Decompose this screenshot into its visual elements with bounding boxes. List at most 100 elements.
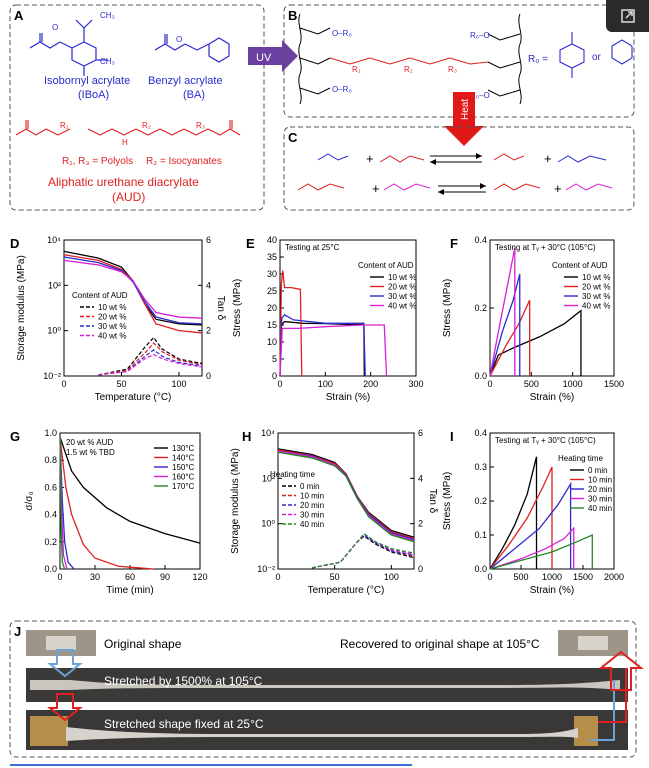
panel-i-letter: I (450, 429, 454, 444)
heat-label: Heat (460, 99, 471, 120)
y-axis-label: σ/σ₀ (24, 491, 35, 510)
y-tick-label: 0.0 (474, 371, 487, 381)
legend-label: 30 wt % (98, 322, 126, 331)
svg-text:+: + (544, 151, 552, 166)
y2-tick-label: 0 (206, 371, 211, 381)
panel-a-letter: A (14, 8, 24, 23)
y-tick-label: 10⁰ (261, 519, 275, 529)
chart-note: Testing at 25°C (285, 243, 340, 252)
flow-line-red-2 (598, 668, 627, 723)
chart-g: G 0 30 60 90 120 0.0 0.2 0.4 0.6 0.8 1.0 Time (min) σ… (10, 428, 208, 596)
y2-tick-label: 4 (418, 473, 423, 483)
ibo-o-label: O (52, 23, 58, 32)
y-tick-label: 40 (267, 235, 277, 245)
panel-b-letter: B (288, 8, 297, 23)
legend-label: 40 wt % (582, 302, 610, 311)
legend-label: 30 wt % (582, 292, 610, 301)
panel-d-frame (63, 239, 203, 377)
x-tick-label: 60 (125, 572, 135, 582)
y2-tick-label: 2 (418, 519, 423, 529)
y2-tick-label: 6 (206, 235, 211, 245)
legend-label: 20 wt % (98, 313, 126, 322)
legend-label: 20 wt % (582, 283, 610, 292)
b-bornyl-icon (559, 32, 585, 78)
legend-label: 140°C (172, 454, 195, 463)
y-axis-label: Stress (MPa) (442, 279, 453, 337)
legend-title: Heating time (558, 454, 603, 463)
series-e (279, 313, 366, 377)
aud-r1-label: R₁ (60, 121, 69, 130)
y-tick-label: 0.4 (474, 235, 487, 245)
y-axis-label: Storage modulus (MPa) (230, 448, 241, 554)
x-tick-label: 0 (487, 379, 492, 389)
b-r0-right-bottom: R₀–O (470, 91, 490, 100)
chart-note: 1.5 wt % TBD (66, 448, 115, 457)
b-r0-def: R₀ = (528, 54, 548, 65)
y-tick-label: 0.2 (44, 537, 57, 547)
original-shape-label: Original shape (104, 637, 182, 651)
legend-label: 170°C (172, 482, 195, 491)
legend-label: 40 min (588, 504, 612, 513)
x-tick-label: 300 (408, 379, 423, 389)
ibo-structure (29, 19, 108, 76)
series-e (279, 270, 303, 377)
series-g (59, 437, 154, 570)
open-external-button[interactable] (606, 0, 649, 32)
series-tand-h (311, 534, 415, 569)
series-modulus-h (277, 450, 415, 542)
y-tick-label: 0.2 (474, 496, 487, 506)
x-tick-label: 1000 (563, 379, 583, 389)
b-r0-bottom: O–R₀ (332, 85, 352, 94)
legend-label: 40 min (300, 520, 324, 529)
chart-note: Testing at Tᵧ + 30°C (105°C) (495, 243, 596, 252)
y-tick-label: 0.3 (474, 462, 487, 472)
x-tick-label: 2000 (604, 572, 624, 582)
panel-j-letter: J (14, 624, 21, 639)
uv-label: UV (256, 52, 272, 64)
legend-title: Content of AUD (72, 291, 128, 300)
series-i (489, 466, 553, 570)
stretched-sample (30, 680, 620, 690)
x-axis-label: Strain (%) (530, 585, 574, 596)
legend-title: Heating time (270, 470, 315, 479)
chart-note: 20 wt % AUD (66, 438, 113, 447)
chart-f: F 0 500 1000 1500 0.0 0.2 0.4 Strain (%) Stress (… (442, 235, 624, 403)
aud-nh1-label: H (122, 138, 128, 147)
x-tick-label: 0 (275, 572, 280, 582)
series-modulus-d (63, 250, 203, 326)
legend-label: 10 min (300, 492, 324, 501)
y-tick-label: 10⁰ (47, 326, 61, 336)
y-tick-label: 30 (267, 269, 277, 279)
b-r0-right-top: R₀–O (470, 31, 490, 40)
panel-c-box (283, 126, 635, 211)
x-tick-label: 500 (524, 379, 539, 389)
series-modulus-h (277, 450, 415, 541)
flow-line-blue-2 (590, 680, 615, 741)
aud-r3-label: R₃ (196, 121, 205, 130)
legend-label: 40 wt % (98, 332, 126, 341)
ba-o-label: O (176, 35, 182, 44)
y-tick-label: 10² (48, 280, 61, 290)
y-tick-label: 20 (267, 303, 277, 313)
b-r3: R₃ (448, 65, 457, 74)
y-tick-label: 0.8 (44, 455, 57, 465)
aud-r2-label: R₂ (142, 121, 151, 130)
aud-structure (15, 120, 241, 136)
series-e (279, 324, 388, 377)
x-tick-label: 500 (513, 572, 528, 582)
uv-arrow: UV (248, 40, 298, 72)
fixed-sample (66, 727, 578, 741)
ba-structure (154, 34, 230, 63)
y-tick-label: 0.2 (474, 303, 487, 313)
x-tick-label: 100 (318, 379, 333, 389)
b-r0-top: O–R₀ (332, 29, 352, 38)
legend-label: 20 wt % (388, 283, 416, 292)
panel-g-letter: G (10, 429, 20, 444)
x-tick-label: 30 (90, 572, 100, 582)
ibo-abbr: (IBoA) (78, 89, 109, 101)
ba-name: Benzyl acrylate (148, 75, 223, 87)
fixed-photo (26, 710, 628, 750)
x-axis-label: Strain (%) (530, 392, 574, 403)
aud-name: Aliphatic urethane diacrylate (48, 175, 199, 189)
y-axis-label: Stress (MPa) (442, 472, 453, 530)
